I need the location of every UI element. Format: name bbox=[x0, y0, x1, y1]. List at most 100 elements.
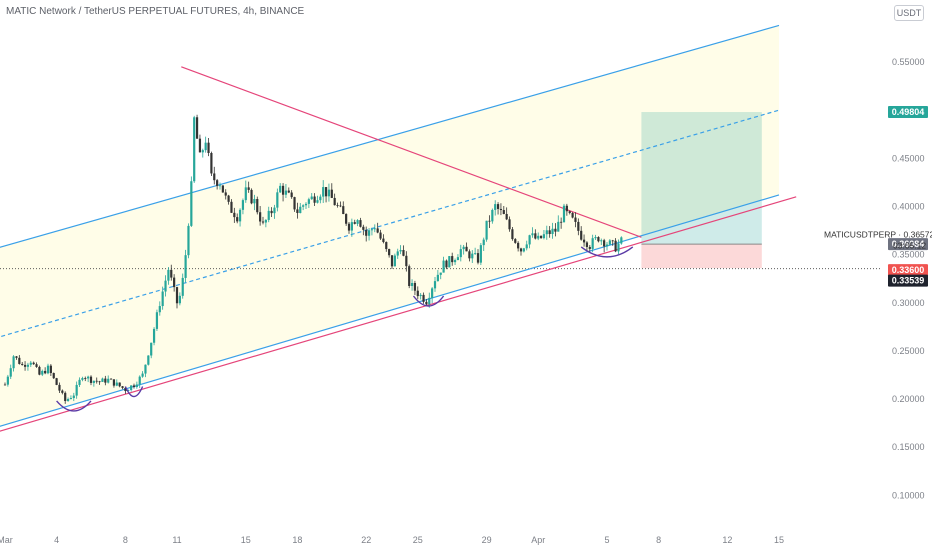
price-axis-box bbox=[888, 106, 928, 119]
x-tick-label: 8 bbox=[123, 535, 128, 545]
candle-body bbox=[577, 221, 580, 231]
candle-body bbox=[310, 196, 313, 200]
candle-body bbox=[399, 249, 402, 252]
x-tick-label: Apr bbox=[531, 535, 545, 545]
candle-body bbox=[362, 226, 365, 230]
candle-body bbox=[115, 382, 118, 386]
candle-body bbox=[571, 212, 574, 218]
candle-body bbox=[107, 378, 110, 383]
y-tick-label: 0.15000 bbox=[892, 442, 925, 452]
candle-body bbox=[101, 378, 104, 382]
candle-body bbox=[104, 378, 107, 383]
candle-body bbox=[442, 260, 445, 273]
candle-body bbox=[359, 220, 362, 227]
candle-body bbox=[41, 370, 44, 375]
candle-body bbox=[55, 378, 58, 385]
candle-body bbox=[542, 234, 546, 239]
candle-body bbox=[81, 378, 84, 380]
x-tick-label: 4 bbox=[54, 535, 59, 545]
candle-body bbox=[170, 269, 173, 278]
candle-body bbox=[468, 251, 471, 259]
candle-body bbox=[605, 244, 609, 247]
candle-body bbox=[204, 142, 207, 151]
channel-upper-line bbox=[0, 24, 780, 248]
candle-body bbox=[330, 189, 333, 198]
candle-body bbox=[534, 233, 537, 239]
candle-body bbox=[476, 253, 480, 263]
price-axis-box bbox=[888, 274, 928, 287]
candle-body bbox=[525, 244, 528, 249]
candle-body bbox=[164, 280, 167, 292]
triangle-lower-line bbox=[0, 196, 797, 432]
candle-body bbox=[12, 356, 15, 369]
candle-body bbox=[296, 209, 299, 214]
candle-body bbox=[554, 228, 557, 232]
y-tick-label: 0.45000 bbox=[892, 153, 925, 163]
candle-body bbox=[482, 239, 485, 246]
candle-body bbox=[109, 378, 113, 380]
candle-body bbox=[35, 364, 38, 367]
pattern-arc bbox=[124, 386, 144, 398]
candle-body bbox=[230, 201, 233, 213]
candle-body bbox=[370, 229, 374, 231]
candle-body bbox=[264, 219, 267, 223]
candle-body bbox=[539, 235, 543, 239]
candle-body bbox=[236, 217, 239, 222]
candle-body bbox=[517, 242, 520, 249]
candle-body bbox=[347, 223, 351, 231]
candle-body bbox=[307, 199, 310, 204]
candle-body bbox=[259, 212, 262, 222]
channel-lower-line bbox=[0, 194, 780, 427]
candle-body bbox=[551, 228, 554, 235]
candle-body bbox=[216, 180, 219, 186]
pattern-arc bbox=[412, 295, 445, 307]
x-tick-label: Mar bbox=[0, 535, 13, 545]
stop-zone bbox=[641, 244, 762, 269]
candle-body bbox=[276, 192, 279, 208]
y-tick-label: 0.40000 bbox=[892, 201, 925, 211]
candle-body bbox=[284, 190, 288, 195]
candle-body bbox=[367, 230, 371, 236]
candle-body bbox=[585, 242, 589, 247]
candle-body bbox=[213, 173, 216, 181]
candle-body bbox=[445, 260, 448, 268]
pattern-arc bbox=[580, 246, 634, 258]
candle-body bbox=[465, 246, 468, 252]
countdown-label: 03:05:12 bbox=[893, 240, 926, 250]
currency-button[interactable]: USDT bbox=[894, 5, 924, 21]
candle-body bbox=[78, 379, 81, 385]
candle-body bbox=[175, 287, 179, 304]
price-axis-box bbox=[888, 238, 928, 251]
candle-body bbox=[132, 385, 136, 388]
candle-body bbox=[198, 138, 202, 153]
candle-body bbox=[462, 246, 465, 250]
candle-body bbox=[247, 187, 250, 190]
candle-body bbox=[557, 221, 560, 232]
candle-body bbox=[419, 294, 422, 297]
candle-body bbox=[356, 220, 359, 224]
candle-body bbox=[322, 187, 325, 197]
candle-body bbox=[118, 382, 121, 387]
candle-body bbox=[281, 185, 285, 195]
candle-body bbox=[339, 205, 342, 207]
candle-body bbox=[382, 238, 385, 243]
candle-body bbox=[313, 196, 316, 203]
candle-body bbox=[396, 251, 399, 256]
y-tick-label: 0.10000 bbox=[892, 490, 925, 500]
candle-body bbox=[161, 291, 164, 307]
candle-body bbox=[124, 387, 127, 392]
candle-body bbox=[416, 290, 419, 297]
candle-body bbox=[508, 219, 511, 230]
candle-body bbox=[193, 117, 196, 182]
candle-body bbox=[121, 386, 124, 388]
candle-body bbox=[385, 242, 388, 250]
candle-body bbox=[413, 282, 417, 291]
candle-body bbox=[365, 229, 368, 236]
candle-body bbox=[61, 390, 64, 393]
x-tick-label: 11 bbox=[172, 535, 181, 545]
candle-body bbox=[127, 390, 130, 392]
candle-body bbox=[250, 189, 253, 204]
candle-body bbox=[582, 239, 586, 243]
price-axis-label: 0.49804 bbox=[892, 107, 925, 117]
